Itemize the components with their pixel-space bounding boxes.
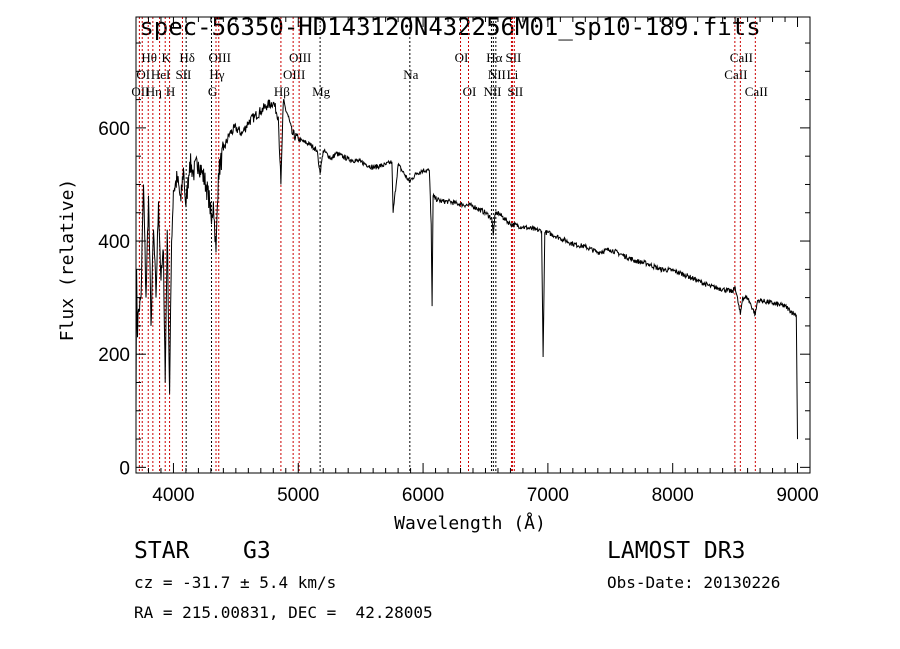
- spectral-line-label: Na: [403, 67, 418, 82]
- x-tick-label: 4000: [152, 485, 194, 506]
- x-tick-label: 9000: [776, 485, 818, 506]
- spectral-line-label: Hβ: [274, 84, 290, 99]
- spectrum-line: [135, 99, 798, 440]
- coordinates-text: RA = 215.00831, DEC = 42.28005: [134, 603, 433, 622]
- spectral-line-label: K: [162, 50, 172, 65]
- spectral-line-label: OIII: [209, 50, 231, 65]
- spectral-line-label: NII: [488, 67, 506, 82]
- spectral-line-label: OIII: [283, 67, 305, 82]
- spectral-line-label: Hγ: [209, 67, 224, 82]
- redshift-text: cz = -31.7 ± 5.4 km/s: [134, 573, 337, 592]
- spectral-line-label: Hα: [486, 50, 502, 65]
- spectral-line-label: SII: [507, 84, 523, 99]
- y-tick-label: 0: [119, 458, 130, 479]
- spectral-line-label: CaII: [730, 50, 753, 65]
- y-tick-label: 400: [98, 232, 130, 253]
- spectral-line-label: OI: [455, 50, 469, 65]
- y-axis-label: Flux (relative): [57, 179, 78, 342]
- obs-date: Obs-Date: 20130226: [607, 573, 781, 592]
- spectral-line-label: OI: [136, 67, 150, 82]
- spectral-line-label: HeI: [151, 67, 171, 82]
- spectral-line-label: SII: [175, 67, 191, 82]
- x-tick-label: 6000: [402, 485, 444, 506]
- spectral-line-label: NII: [483, 84, 501, 99]
- chart-title: spec-56350-HD143120N432256M01_sp10-189.f…: [139, 13, 760, 41]
- x-tick-label: 5000: [277, 485, 319, 506]
- spectral-line-label: OIII: [289, 50, 311, 65]
- object-class: STAR: [134, 538, 190, 564]
- y-tick-label: 600: [98, 119, 130, 140]
- x-tick-label: 8000: [652, 485, 694, 506]
- spectral-line-label: Hδ: [179, 50, 195, 65]
- spectral-line-label: SII: [505, 50, 521, 65]
- spectral-line-label: Mg: [312, 84, 331, 99]
- spectral-line-label: OI: [463, 84, 477, 99]
- subclass: G3: [243, 538, 271, 564]
- x-tick-label: 7000: [527, 485, 569, 506]
- spectral-line-label: Hθ: [141, 50, 157, 65]
- spectral-line-label: CaII: [745, 84, 768, 99]
- x-axis-label: Wavelength (Å): [394, 512, 546, 534]
- spectral-line-label: G: [208, 84, 217, 99]
- y-tick-label: 200: [98, 345, 130, 366]
- spectral-line-label: Hη: [146, 84, 162, 99]
- spectral-line-label: H: [166, 84, 175, 99]
- spectral-line-label: CaII: [724, 67, 747, 82]
- survey-label: LAMOST DR3: [607, 538, 746, 564]
